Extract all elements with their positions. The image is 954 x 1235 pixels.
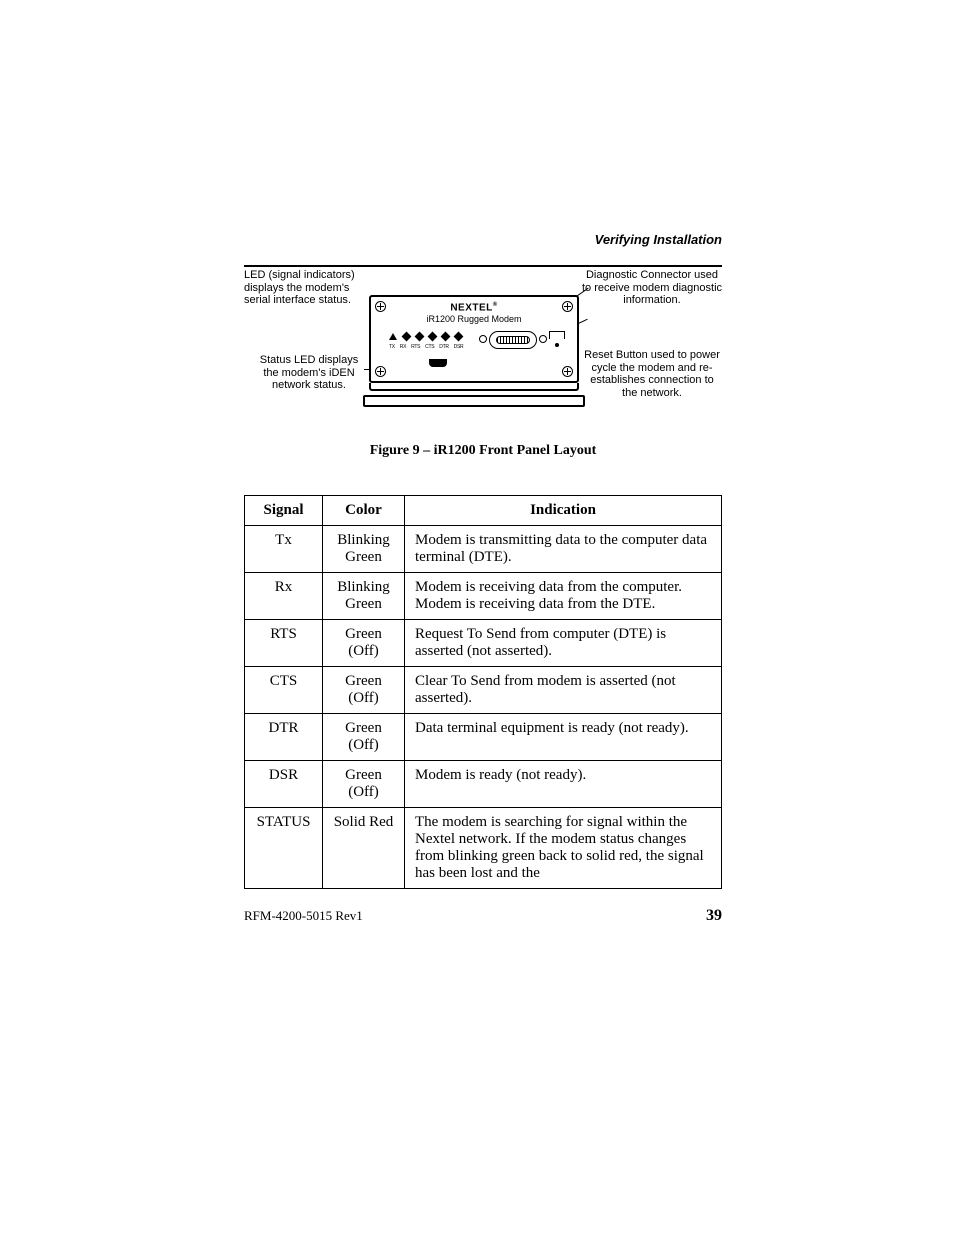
- reset-hood-icon: [549, 331, 565, 339]
- cell-indication: Clear To Send from modem is asserted (no…: [405, 667, 722, 714]
- page-number: 39: [706, 907, 722, 925]
- callout-led-signal: LED (signal indicators) displays the mod…: [244, 269, 374, 307]
- cell-signal: STATUS: [245, 808, 323, 889]
- led-label-row: TXRXRTSCTSDTRDSR: [389, 345, 463, 351]
- cell-signal: Rx: [245, 573, 323, 620]
- callout-status-led: Status LED displays the modem's iDEN net…: [254, 354, 364, 392]
- cell-color: Green (Off): [323, 620, 405, 667]
- cell-color: Blinking Green: [323, 573, 405, 620]
- screw-icon: [562, 366, 573, 377]
- dtr-led-icon: [441, 332, 451, 342]
- page-footer: RFM-4200-5015 Rev1 39: [244, 907, 722, 925]
- cts-led-icon: [428, 332, 438, 342]
- cell-color: Green (Off): [323, 761, 405, 808]
- callout-reset-button: Reset Button used to power cycle the mod…: [582, 349, 722, 400]
- cell-signal: CTS: [245, 667, 323, 714]
- modem-face: NEXTEL® iR1200 Rugged Modem TXRXRTSCTSDT…: [369, 295, 579, 383]
- cell-signal: DTR: [245, 714, 323, 761]
- table-row: Rx Blinking Green Modem is receiving dat…: [245, 573, 722, 620]
- cell-color: Green (Off): [323, 667, 405, 714]
- front-panel-diagram: LED (signal indicators) displays the mod…: [244, 269, 722, 429]
- tx-led-icon: [389, 333, 397, 340]
- figure-caption: Figure 9 – iR1200 Front Panel Layout: [244, 443, 722, 459]
- cell-indication: Request To Send from computer (DTE) is a…: [405, 620, 722, 667]
- rts-led-icon: [415, 332, 425, 342]
- connector-screw-icon: [539, 335, 547, 343]
- cell-indication: Data terminal equipment is ready (not re…: [405, 714, 722, 761]
- cell-color: Blinking Green: [323, 526, 405, 573]
- col-header-color: Color: [323, 496, 405, 526]
- cell-indication: Modem is receiving data from the compute…: [405, 573, 722, 620]
- cell-indication: The modem is searching for signal within…: [405, 808, 722, 889]
- table-row: RTS Green (Off) Request To Send from com…: [245, 620, 722, 667]
- led-indicator-row: [389, 333, 462, 340]
- running-header: Verifying Installation: [244, 232, 722, 247]
- brand-subtitle: iR1200 Rugged Modem: [371, 314, 577, 324]
- brand-text: NEXTEL: [450, 302, 492, 313]
- table-row: Tx Blinking Green Modem is transmitting …: [245, 526, 722, 573]
- modem-illustration: NEXTEL® iR1200 Rugged Modem TXRXRTSCTSDT…: [369, 295, 579, 407]
- col-header-indication: Indication: [405, 496, 722, 526]
- dsr-led-icon: [454, 332, 464, 342]
- rx-led-icon: [402, 332, 412, 342]
- cell-signal: Tx: [245, 526, 323, 573]
- brand-label: NEXTEL®: [371, 302, 577, 314]
- signal-table: Signal Color Indication Tx Blinking Gree…: [244, 495, 722, 889]
- table-row: STATUS Solid Red The modem is searching …: [245, 808, 722, 889]
- doc-id: RFM-4200-5015 Rev1: [244, 908, 363, 924]
- table-header-row: Signal Color Indication: [245, 496, 722, 526]
- header-rule: [244, 265, 722, 267]
- cell-color: Solid Red: [323, 808, 405, 889]
- callout-diagnostic-connector: Diagnostic Connector used to receive mod…: [582, 269, 722, 307]
- col-header-signal: Signal: [245, 496, 323, 526]
- cell-indication: Modem is transmitting data to the comput…: [405, 526, 722, 573]
- cell-indication: Modem is ready (not ready).: [405, 761, 722, 808]
- cell-signal: RTS: [245, 620, 323, 667]
- modem-foot: [369, 383, 579, 407]
- table-body: Tx Blinking Green Modem is transmitting …: [245, 526, 722, 889]
- diagnostic-connector-icon: [489, 331, 537, 349]
- cell-signal: DSR: [245, 761, 323, 808]
- table-row: CTS Green (Off) Clear To Send from modem…: [245, 667, 722, 714]
- cell-color: Green (Off): [323, 714, 405, 761]
- reset-button-icon: [555, 343, 559, 347]
- screw-icon: [375, 366, 386, 377]
- document-page: Verifying Installation LED (signal indic…: [244, 250, 722, 925]
- status-led-icon: [429, 359, 447, 367]
- table-row: DSR Green (Off) Modem is ready (not read…: [245, 761, 722, 808]
- connector-screw-icon: [479, 335, 487, 343]
- table-row: DTR Green (Off) Data terminal equipment …: [245, 714, 722, 761]
